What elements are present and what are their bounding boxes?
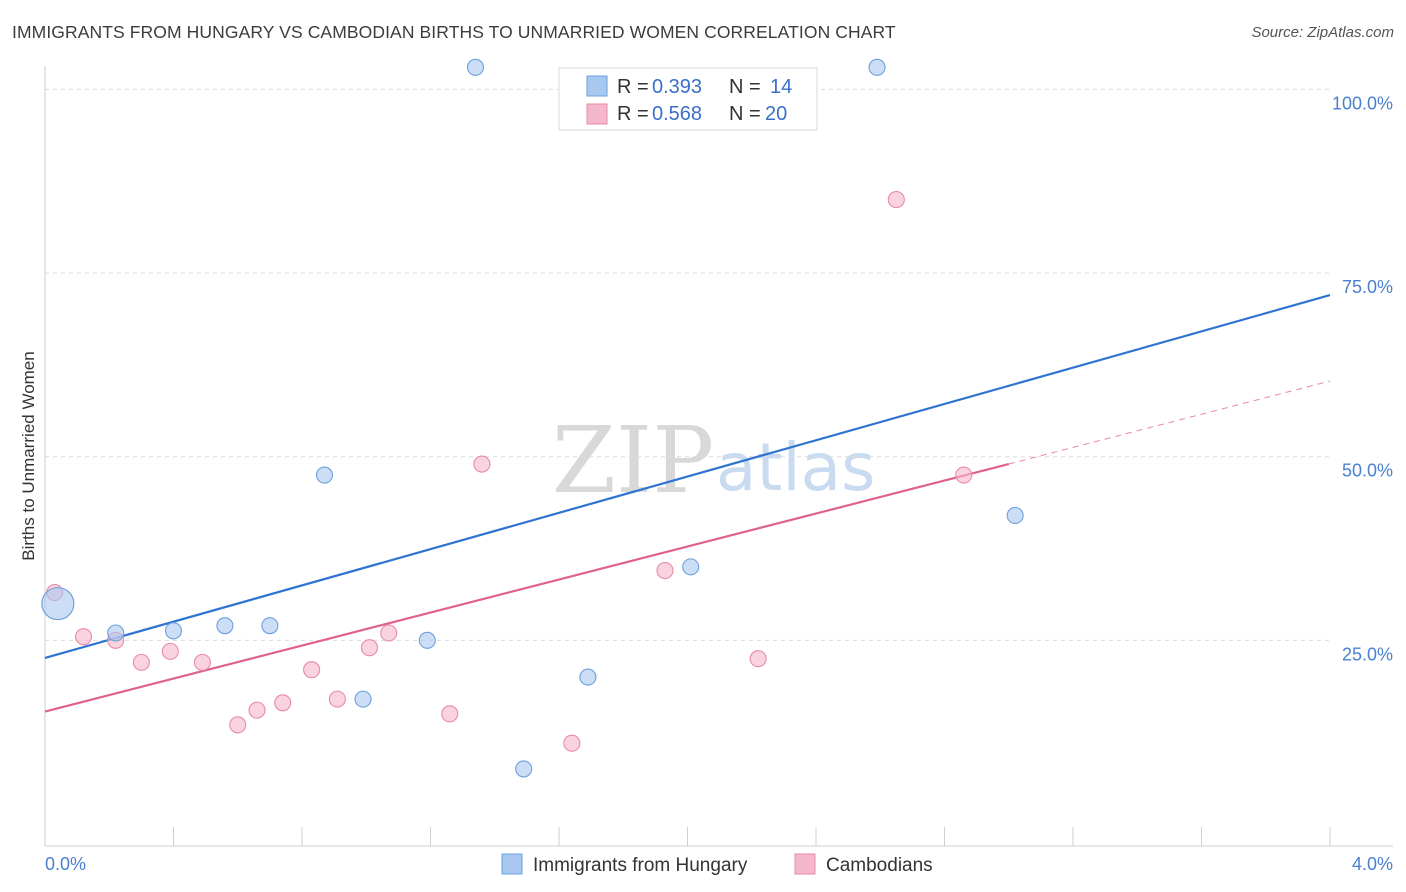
stats-legend-n-value-cambodians: 20 — [765, 103, 787, 125]
y-tick-label: 100.0% — [1332, 93, 1393, 113]
trend-line — [44, 462, 1010, 713]
stats-legend-r-label-cambodians: R = — [617, 103, 649, 125]
stats-legend-n-value-hungary: 14 — [770, 76, 792, 98]
legend-swatch-cambodians — [794, 853, 816, 875]
x-tick-label: 4.0% — [1352, 854, 1393, 874]
data-point — [315, 466, 334, 484]
series-legend: Immigrants from Hungary Cambodians — [501, 853, 933, 876]
data-point — [216, 617, 234, 635]
stats-legend-r-value-hungary: 0.393 — [652, 76, 702, 98]
data-point — [418, 631, 436, 649]
stats-legend-r-value-cambodians: 0.568 — [652, 103, 702, 125]
stats-legend-r-label-hungary: R = — [617, 76, 649, 98]
stats-legend-n-label-hungary: N = — [729, 76, 761, 98]
y-tick-label: 75.0% — [1342, 277, 1393, 297]
data-point — [248, 701, 266, 719]
data-point — [161, 642, 179, 660]
y-tick-label: 25.0% — [1342, 644, 1393, 664]
axes — [44, 66, 1393, 847]
stats-legend-swatch-hungary — [586, 75, 608, 97]
data-point — [360, 639, 379, 657]
data-point — [441, 705, 459, 723]
data-point — [164, 622, 183, 640]
legend-swatch-hungary — [501, 853, 523, 875]
data-point — [75, 628, 93, 646]
watermark-zip: ZIP — [552, 407, 714, 514]
chart-title: IMMIGRANTS FROM HUNGARY VS CAMBODIAN BIR… — [12, 22, 896, 42]
data-point — [1006, 506, 1024, 525]
stats-legend-swatch-cambodians — [586, 103, 608, 125]
y-tick-labels: 25.0% 50.0% 75.0% 100.0% — [1332, 93, 1393, 664]
x-tick-labels: 0.0% 4.0% — [45, 854, 1393, 874]
data-point — [261, 617, 279, 635]
legend-label-cambodians: Cambodians — [826, 855, 933, 876]
data-point — [380, 624, 398, 642]
stats-legend: R = 0.393 N = 14 R = 0.568 N = 20 — [558, 67, 818, 131]
data-point — [229, 716, 247, 734]
data-point — [303, 661, 321, 679]
watermark-atlas: atlas — [716, 429, 876, 506]
data-point — [41, 587, 75, 621]
data-point — [193, 653, 211, 671]
data-point — [274, 694, 292, 712]
x-tick-label: 0.0% — [45, 854, 86, 874]
data-point — [107, 624, 125, 642]
stats-legend-n-label-cambodians: N = — [729, 103, 761, 125]
watermark: ZIP atlas — [552, 407, 876, 514]
data-point — [354, 690, 372, 708]
grid-lines — [45, 88, 1330, 641]
data-point — [328, 690, 346, 708]
data-point — [473, 455, 491, 473]
data-point — [656, 562, 674, 580]
trend-line-extension — [1008, 380, 1331, 465]
y-axis-label: Births to Unmarried Women — [19, 351, 38, 560]
data-point — [887, 191, 905, 209]
data-point — [515, 760, 533, 778]
data-points — [41, 58, 1024, 778]
data-point — [682, 558, 700, 576]
y-tick-label: 50.0% — [1342, 461, 1393, 481]
data-point — [749, 650, 767, 668]
data-point — [466, 58, 485, 76]
data-point — [132, 653, 150, 671]
data-point — [579, 668, 597, 686]
legend-label-hungary: Immigrants from Hungary — [533, 855, 748, 876]
data-point — [563, 734, 581, 752]
data-point — [955, 466, 973, 484]
data-point — [868, 58, 886, 76]
chart-source: Source: ZipAtlas.com — [1251, 24, 1394, 41]
trend-lines — [44, 294, 1331, 713]
trend-line — [44, 294, 1331, 660]
